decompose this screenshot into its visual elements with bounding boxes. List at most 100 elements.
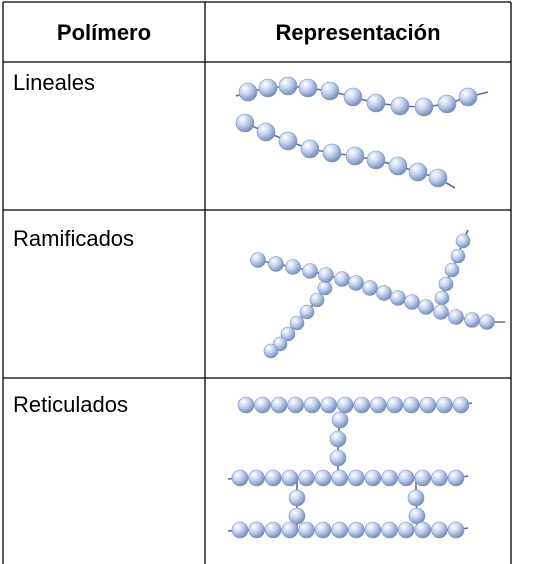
monomer-bead [329,449,347,467]
chain-bond [227,475,469,480]
monomer-bead [280,326,296,342]
monomer-bead [285,259,301,275]
monomer-bead [386,396,404,414]
monomer-bead [254,396,271,414]
monomer-bead [447,521,465,539]
monomer-bead [390,290,406,306]
monomer-bead [287,396,304,414]
monomer-bead [431,521,448,539]
monomer-bead [438,276,454,292]
monomer-bead [256,122,276,142]
monomer-bead [298,78,318,98]
monomer-bead [237,396,255,414]
monomer-bead [448,309,464,325]
monomer-bead [288,489,306,507]
monomer-bead [366,150,386,170]
monomer-bead [270,396,288,414]
monomer-bead [231,521,249,539]
monomer-bead [281,469,299,487]
monomer-bead [278,76,298,96]
monomer-bead [263,343,279,359]
monomer-bead [289,315,305,331]
monomer-bead [248,521,265,539]
row-label: Reticulados [13,392,128,417]
monomer-bead [258,78,278,98]
monomer-bead [376,285,392,301]
monomer-bead [458,87,478,107]
monomer-bead [362,280,378,296]
monomer-bead [433,304,449,320]
monomer-bead [434,290,450,306]
monomer-bead [431,469,448,487]
monomer-bead [302,263,318,279]
monomer-bead [364,521,382,539]
polymer-illustrations [227,76,505,539]
monomer-bead [370,396,387,414]
monomer-bead [238,82,258,102]
monomer-bead [388,156,408,176]
monomer-bead [264,521,282,539]
monomer-bead [329,430,347,448]
monomer-bead [414,521,432,539]
monomer-bead [288,507,306,525]
monomer-bead [353,396,371,414]
monomer-bead [303,396,321,414]
monomer-bead [450,248,466,264]
monomer-bead [322,143,342,163]
monomer-bead [317,280,333,296]
row-label: Ramificados [13,226,134,251]
monomer-bead [235,113,255,133]
monomer-bead [331,411,349,429]
monomer-bead [231,469,249,487]
monomer-bead [268,256,284,272]
monomer-bead [314,521,332,539]
monomer-bead [336,396,354,414]
monomer-bead [318,267,334,283]
monomer-bead [298,521,315,539]
monomer-bead [348,275,364,291]
monomer-bead [364,469,382,487]
monomer-bead [320,81,340,101]
monomer-bead [309,292,325,308]
monomer-bead [299,304,315,320]
chain-bond [227,527,469,532]
monomer-bead [418,299,434,315]
monomer-bead [300,139,320,159]
monomer-bead [278,131,298,151]
monomer-bead [348,469,365,487]
monomer-bead [314,469,332,487]
header-cell: Polímero [57,20,151,45]
monomer-bead [250,252,266,268]
monomer-bead [414,469,432,487]
monomer-bead [390,96,410,116]
monomer-bead [334,271,350,287]
monomer-bead [452,396,470,414]
monomer-bead [381,521,398,539]
monomer-bead [264,469,282,487]
monomer-bead [455,233,471,249]
monomer-bead [397,521,415,539]
monomer-bead [397,469,415,487]
monomer-bead [404,294,420,310]
monomer-bead [436,396,453,414]
monomer-bead [479,314,495,330]
monomer-bead [281,521,299,539]
monomer-bead [348,521,365,539]
monomer-bead [444,262,460,278]
monomer-bead [248,469,265,487]
monomer-bead [331,469,348,487]
monomer-bead [408,162,428,182]
monomer-bead [408,507,426,525]
monomer-bead [331,521,348,539]
monomer-bead [419,396,437,414]
monomer-bead [447,469,465,487]
header-cell: Representación [275,20,440,45]
row-label: Lineales [13,70,95,95]
monomer-bead [403,396,420,414]
monomer-bead [381,469,398,487]
monomer-bead [428,168,448,188]
table-borders [2,1,512,564]
monomer-bead [437,94,457,114]
monomer-bead [320,396,337,414]
